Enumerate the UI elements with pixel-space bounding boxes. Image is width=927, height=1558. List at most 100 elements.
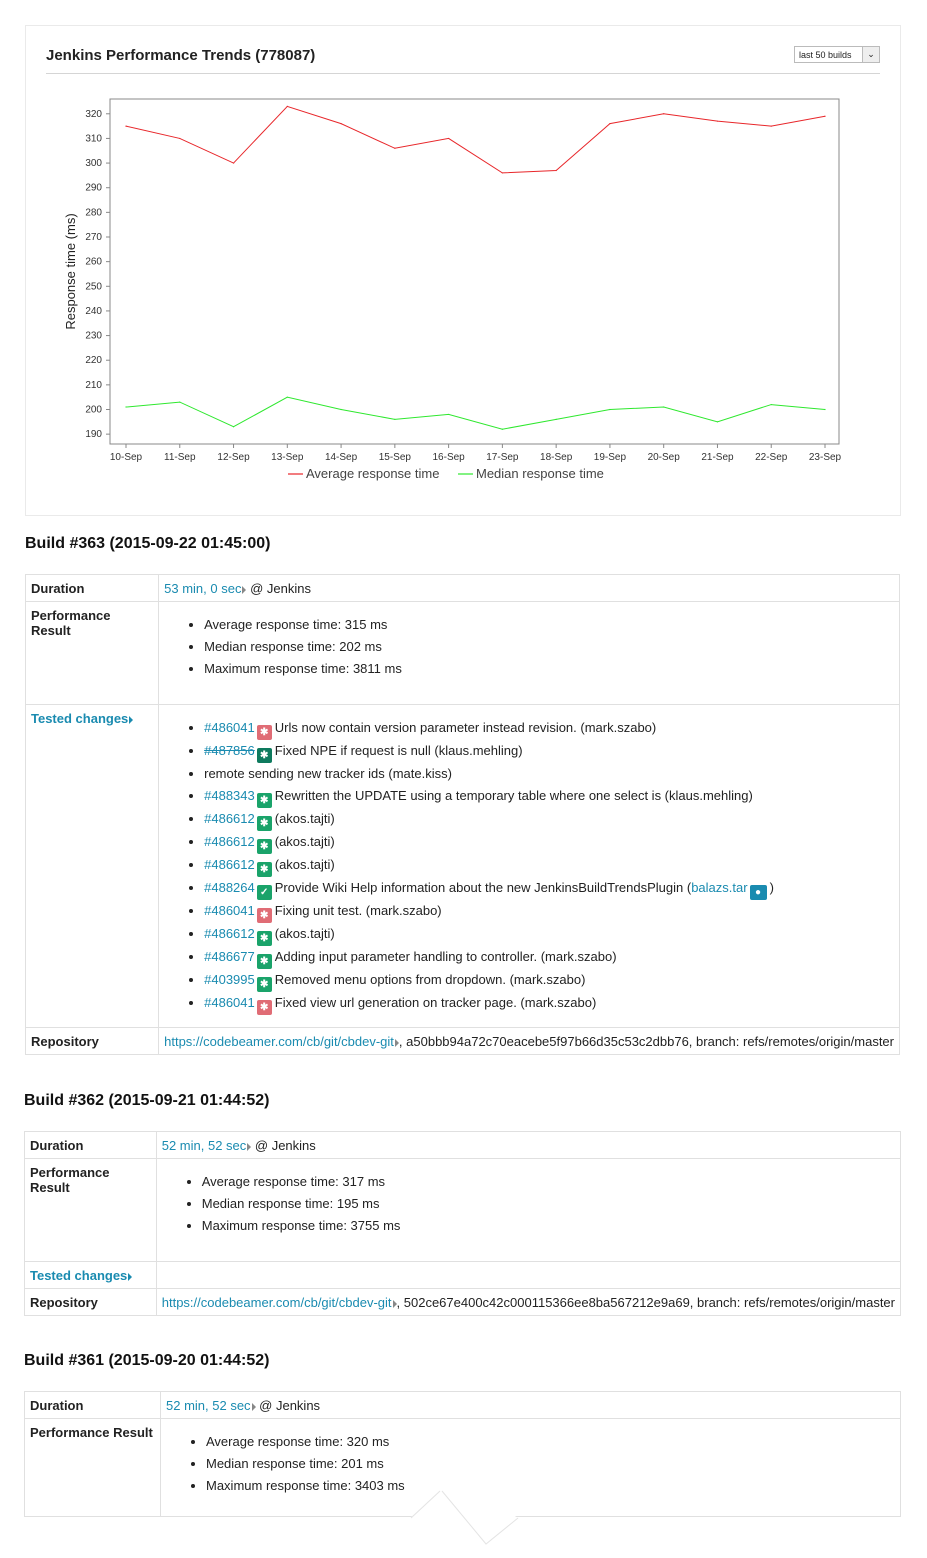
avg-response: Average response time: 317 ms — [202, 1171, 895, 1193]
y-tick-label: 290 — [85, 183, 102, 194]
change-issue-link[interactable]: #486612 — [204, 857, 255, 872]
change-item: #487856✱Fixed NPE if request is null (kl… — [204, 740, 894, 763]
build-362-table: Duration 52 min, 52 sec @ Jenkins Perfor… — [24, 1131, 902, 1316]
chevron-down-icon[interactable]: ⌄ — [862, 47, 879, 62]
build-363-title: Build #363 (2015-09-22 01:45:00) — [25, 535, 271, 552]
repository-link[interactable]: https://codebeamer.com/cb/git/cbdev-git — [161, 1295, 392, 1310]
duration-link[interactable]: 52 min, 52 sec — [161, 1138, 247, 1153]
data-point — [663, 406, 665, 408]
build-range-select[interactable]: last 50 builds ⌄ — [794, 46, 880, 63]
user-link[interactable]: balazs.tar — [691, 880, 748, 895]
change-issue-link[interactable]: #488264 — [204, 880, 255, 895]
median-response: Median response time: 201 ms — [206, 1453, 895, 1475]
change-issue-link[interactable]: #486677 — [204, 949, 255, 964]
duration-row: Duration 52 min, 52 sec @ Jenkins — [24, 1391, 901, 1419]
x-tick-label: 11-Sep — [164, 452, 196, 463]
tested-changes-label[interactable]: Tested changes — [24, 704, 160, 1028]
performance-cell: Average response time: 317 ms Median res… — [155, 1158, 902, 1262]
change-issue-link[interactable]: #403995 — [204, 972, 255, 987]
change-item: #488343✱Rewritten the UPDATE using a tem… — [204, 785, 894, 808]
data-point — [501, 172, 503, 174]
y-tick-label: 310 — [85, 133, 102, 144]
change-item: #486041✱Fixed view url generation on tra… — [204, 992, 894, 1015]
change-issue-link[interactable]: #486612 — [204, 834, 255, 849]
change-item: #486612✱(akos.tajti) — [204, 808, 894, 831]
change-text: Urls now contain version parameter inste… — [274, 720, 657, 735]
change-issue-link[interactable]: #487856 — [204, 743, 255, 758]
duration-label: Duration — [24, 574, 160, 602]
change-item: remote sending new tracker ids (mate.kis… — [204, 763, 894, 785]
performance-label: Performance Result — [24, 601, 160, 705]
y-tick-label: 230 — [85, 331, 102, 342]
y-tick-label: 210 — [85, 380, 102, 391]
change-text: (akos.tajti) — [274, 811, 335, 826]
duration-link[interactable]: 53 min, 0 sec — [164, 581, 242, 596]
scroll-more-chevron-icon[interactable] — [410, 1490, 520, 1546]
expand-arrow-icon[interactable] — [392, 1299, 397, 1308]
change-issue-link[interactable]: #488343 — [204, 788, 255, 803]
change-issue-link[interactable]: #486612 — [204, 926, 255, 941]
data-point — [448, 413, 450, 416]
y-tick-label: 240 — [85, 306, 102, 317]
x-tick-label: 16-Sep — [432, 452, 465, 463]
tested-changes-link[interactable]: Tested changes — [31, 711, 129, 726]
bug-icon: ✱ — [256, 725, 272, 740]
change-issue-link[interactable]: #486041 — [204, 995, 255, 1010]
x-tick-label: 22-Sep — [755, 452, 788, 463]
y-tick-label: 280 — [85, 207, 102, 218]
data-point — [555, 169, 557, 172]
duration-label: Duration — [24, 1391, 161, 1419]
expand-arrow-icon[interactable] — [128, 1272, 133, 1281]
change-text: (akos.tajti) — [274, 834, 335, 849]
expand-arrow-icon[interactable] — [247, 1142, 252, 1151]
user-icon[interactable]: ● — [749, 885, 767, 900]
change-text: (akos.tajti) — [274, 926, 335, 941]
performance-list: Average response time: 320 ms Median res… — [166, 1431, 895, 1497]
data-point — [663, 113, 665, 115]
data-point — [501, 428, 503, 430]
y-tick-label: 270 — [85, 232, 102, 243]
change-issue-link[interactable]: #486041 — [204, 903, 255, 918]
data-point — [770, 403, 772, 406]
x-tick-label: 15-Sep — [379, 452, 412, 463]
change-item: #486041✱Urls now contain version paramet… — [204, 717, 894, 740]
tested-changes-label[interactable]: Tested changes — [24, 1261, 157, 1289]
data-point — [286, 105, 288, 107]
change-issue-link[interactable]: #486041 — [204, 720, 255, 735]
expand-arrow-icon[interactable] — [394, 1038, 399, 1047]
y-tick-label: 320 — [85, 109, 102, 120]
task-icon: ✱ — [256, 977, 272, 992]
build-363-table: Duration 53 min, 0 sec @ Jenkins Perform… — [24, 574, 900, 1055]
repository-link[interactable]: https://codebeamer.com/cb/git/cbdev-git — [164, 1034, 394, 1049]
max-response: Maximum response time: 3811 ms — [204, 658, 894, 680]
x-tick-label: 17-Sep — [486, 452, 519, 463]
data-point — [609, 408, 611, 411]
expand-arrow-icon[interactable] — [242, 585, 247, 594]
data-point — [232, 426, 235, 428]
x-tick-label: 21-Sep — [701, 452, 734, 463]
duration-link[interactable]: 52 min, 52 sec — [166, 1398, 251, 1413]
data-point — [824, 115, 826, 117]
x-tick-label: 19-Sep — [594, 452, 627, 463]
avg-response: Average response time: 315 ms — [204, 614, 894, 636]
task-icon: ✱ — [256, 862, 272, 877]
y-tick-label: 300 — [85, 158, 102, 169]
data-point — [179, 401, 181, 403]
change-text: Fixed view url generation on tracker pag… — [274, 995, 597, 1010]
data-point — [716, 421, 719, 423]
task-icon: ✱ — [256, 839, 272, 854]
task-icon: ✱ — [256, 793, 272, 808]
duration-suffix: @ Jenkins — [251, 1138, 316, 1153]
median-response: Median response time: 195 ms — [202, 1193, 895, 1215]
repository-row: Repository https://codebeamer.com/cb/git… — [24, 1027, 900, 1055]
change-item: #486677✱Adding input parameter handling … — [204, 946, 894, 969]
expand-arrow-icon[interactable] — [129, 715, 134, 724]
x-tick-label: 23-Sep — [809, 452, 842, 463]
expand-arrow-icon[interactable] — [251, 1402, 256, 1411]
change-issue-link[interactable]: #486612 — [204, 811, 255, 826]
series-line-1 — [125, 396, 826, 430]
plot-area — [109, 98, 840, 445]
tested-changes-link[interactable]: Tested changes — [30, 1268, 128, 1283]
performance-list: Average response time: 315 ms Median res… — [164, 614, 894, 680]
data-point — [232, 162, 235, 164]
